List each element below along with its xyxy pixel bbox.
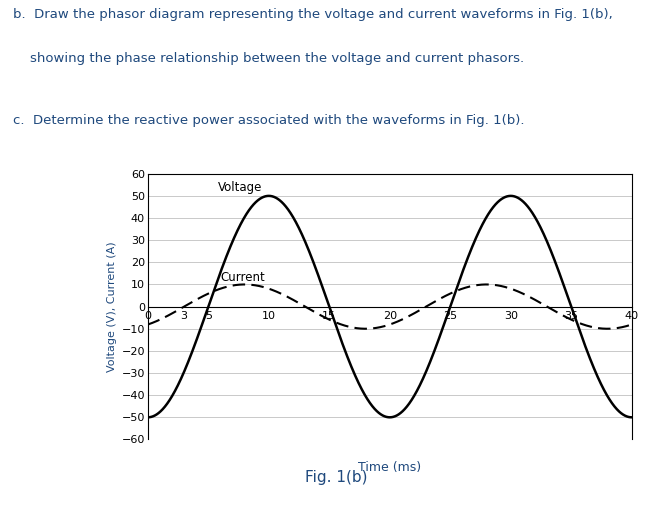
Y-axis label: Voltage (V), Current (A): Voltage (V), Current (A) — [108, 241, 118, 372]
Text: Voltage: Voltage — [218, 181, 262, 195]
Text: b.  Draw the phasor diagram representing the voltage and current waveforms in Fi: b. Draw the phasor diagram representing … — [13, 8, 613, 21]
Text: showing the phase relationship between the voltage and current phasors.: showing the phase relationship between t… — [13, 52, 525, 65]
Text: Current: Current — [220, 271, 265, 284]
X-axis label: Time (ms): Time (ms) — [358, 461, 421, 474]
Text: Fig. 1(b): Fig. 1(b) — [304, 470, 368, 485]
Text: c.  Determine the reactive power associated with the waveforms in Fig. 1(b).: c. Determine the reactive power associat… — [13, 114, 525, 127]
